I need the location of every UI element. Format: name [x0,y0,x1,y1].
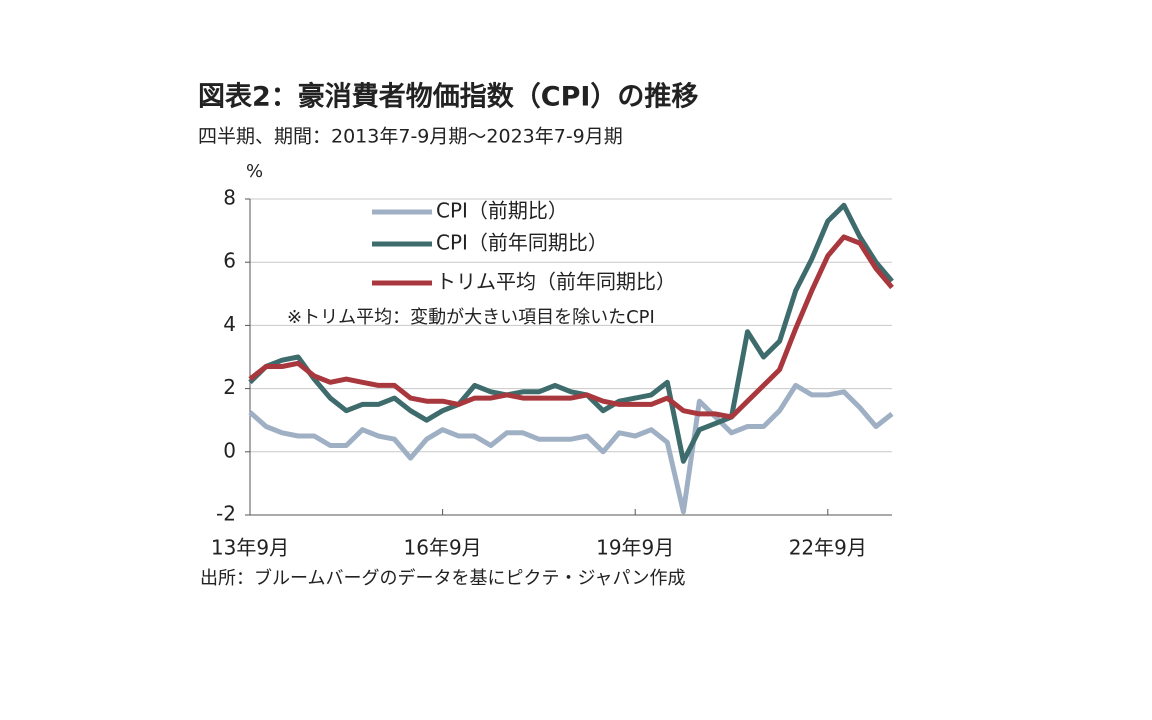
y-tick-label: -2 [216,502,236,526]
y-unit: % [246,161,263,182]
x-tick-label: 19年9月 [596,536,674,560]
y-tick-label: 6 [223,249,236,273]
legend-label: CPI（前期比） [436,199,568,223]
source: 出所：ブルームバーグのデータを基にピクテ・ジャパン作成 [200,567,685,589]
y-tick-label: 0 [223,438,236,462]
x-tick-label: 16年9月 [404,536,482,560]
legend-label: CPI（前年同期比） [436,231,608,255]
y-tick-label: 8 [223,186,236,210]
y-tick-label: 4 [223,312,236,336]
x-tick-label: 22年9月 [789,536,867,560]
chart-title: 図表2：豪消費者物価指数（CPI）の推移 [198,81,698,113]
legend-label: トリム平均（前年同期比） [436,270,676,294]
series-line [248,202,894,464]
y-tick-label: 2 [223,375,236,399]
series-line [248,234,894,420]
x-tick-label: 13年9月 [211,536,289,560]
series-line [248,382,894,515]
chart-subtitle: 四半期、期間：2013年7-9月期～2023年7-9月期 [198,126,623,148]
annotation: ※トリム平均：変動が大きい項目を除いたCPI [287,307,655,328]
